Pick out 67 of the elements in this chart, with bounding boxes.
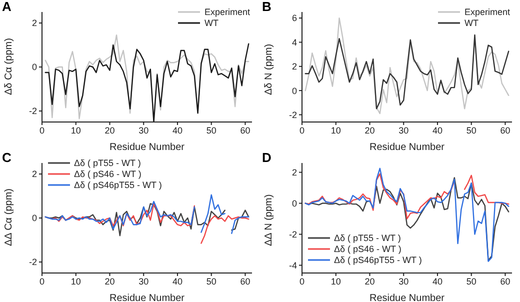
legend-label: Δδ ( pT55 - WT ) <box>74 158 141 168</box>
x-tick-label: 60 <box>500 276 510 286</box>
y-tick-label: 0 <box>32 213 37 224</box>
y-tick-label: -2 <box>28 106 37 116</box>
x-tick-label: 40 <box>172 125 182 136</box>
legend-label: Δδ ( pS46 - WT ) <box>74 168 142 178</box>
y-tick-label: 4 <box>292 37 297 48</box>
legend-label: Δδ ( pS46pT55 - WT ) <box>334 254 422 264</box>
x-tick-label: 30 <box>398 276 409 286</box>
y-axis-title: ΔΔ N (ppm) <box>264 194 275 246</box>
x-tick-label: 10 <box>70 276 81 286</box>
legend-label: Experiment <box>204 6 250 16</box>
y-tick-label: -2 <box>288 229 297 240</box>
y-tick-label: 0 <box>292 86 297 96</box>
legend-label: WT <box>464 18 478 28</box>
x-tick-label: 40 <box>432 125 442 136</box>
legend-label: Experiment <box>464 6 510 16</box>
text: A <box>2 0 12 14</box>
y-axis-title: ΔΔ Cα (ppm) <box>4 188 15 246</box>
x-tick-label: 30 <box>138 276 149 286</box>
x-tick-label: 10 <box>70 125 81 136</box>
y-tick-label: -4 <box>288 260 297 270</box>
x-axis-title: Residue Number <box>369 142 446 153</box>
x-tick-label: 0 <box>39 276 45 286</box>
y-tick-label: 2 <box>32 18 37 28</box>
x-axis-title: Residue Number <box>109 142 186 153</box>
y-tick-label: 6 <box>292 13 297 24</box>
x-tick-label: 60 <box>500 125 510 136</box>
legend-label: Δδ ( pS46pT55 - WT ) <box>74 180 162 190</box>
x-tick-label: 40 <box>432 276 442 286</box>
y-tick-label: 0 <box>32 62 37 72</box>
x-tick-label: 20 <box>364 125 375 136</box>
text: D <box>262 150 272 165</box>
legend-label: Δδ ( pS46 - WT ) <box>334 244 402 254</box>
y-tick-label: 2 <box>32 169 37 180</box>
text: B <box>262 0 272 14</box>
x-tick-label: 0 <box>299 125 305 136</box>
x-tick-label: 20 <box>364 276 375 286</box>
x-tick-label: 30 <box>138 125 149 136</box>
y-axis-title: Δδ N (ppm) <box>264 44 275 95</box>
x-tick-label: 40 <box>172 276 182 286</box>
y-tick-label: -2 <box>288 110 297 120</box>
x-tick-label: 10 <box>330 276 341 286</box>
x-tick-label: 50 <box>206 276 216 286</box>
legend-label: Δδ ( pT55 - WT ) <box>334 232 401 242</box>
x-axis-title: Residue Number <box>109 293 186 302</box>
y-tick-label: 2 <box>292 62 297 72</box>
y-tick-label: -2 <box>28 257 37 268</box>
x-tick-label: 10 <box>330 125 341 136</box>
x-tick-label: 30 <box>398 125 409 136</box>
x-tick-label: 60 <box>240 276 250 286</box>
x-tick-label: 50 <box>206 125 216 136</box>
y-axis-title: Δδ Cα (ppm) <box>4 38 15 95</box>
legend-label: WT <box>204 18 218 28</box>
x-tick-label: 0 <box>299 276 305 286</box>
x-tick-label: 20 <box>104 276 115 286</box>
x-tick-label: 0 <box>39 125 45 136</box>
text: C <box>2 150 12 165</box>
y-tick-label: 2 <box>292 167 297 178</box>
x-tick-label: 60 <box>240 125 250 136</box>
x-tick-label: 50 <box>466 276 476 286</box>
line-series <box>304 17 510 114</box>
x-tick-label: 20 <box>104 125 115 136</box>
y-tick-label: 0 <box>292 198 297 208</box>
line-series <box>304 34 510 110</box>
x-axis-title: Residue Number <box>369 293 446 302</box>
x-tick-label: 50 <box>466 125 476 136</box>
